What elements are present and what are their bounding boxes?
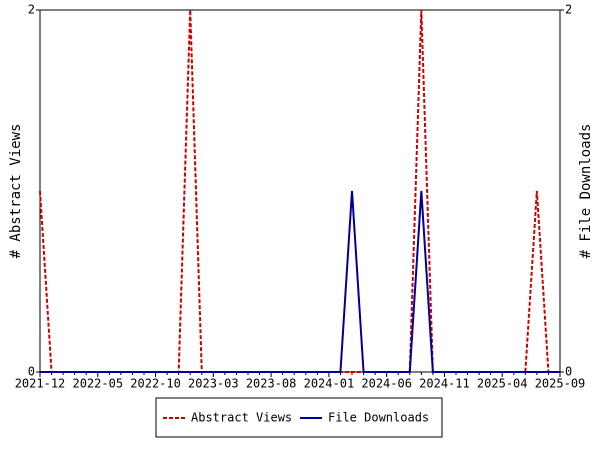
y-tick-label: 0 (28, 365, 35, 379)
series-line (40, 190, 560, 373)
y-tick-label: 2 (28, 3, 35, 17)
y2-tick-label: 0 (565, 365, 572, 379)
y2-axis-title: # File Downloads (578, 124, 594, 259)
y2-tick-label: 2 (565, 3, 572, 17)
x-tick-label: 2025-04 (477, 377, 528, 391)
x-tick-label: 2025-09 (535, 377, 586, 391)
x-tick-label: 2023-08 (246, 377, 297, 391)
x-tick-label: 2021-12 (15, 377, 66, 391)
x-tick-label: 2024-11 (419, 377, 470, 391)
plot-frame (39, 9, 561, 373)
x-tick-label: 2022-10 (130, 377, 181, 391)
y-axis-title: # Abstract Views (8, 124, 24, 259)
x-tick-label: 2024-06 (361, 377, 412, 391)
legend-box (155, 397, 443, 438)
legend-label: Abstract Views (191, 411, 292, 425)
legend-label: File Downloads (328, 411, 429, 425)
x-tick-label: 2023-03 (188, 377, 239, 391)
x-tick-label: 2022-05 (72, 377, 123, 391)
x-tick-label: 2024-01 (304, 377, 355, 391)
